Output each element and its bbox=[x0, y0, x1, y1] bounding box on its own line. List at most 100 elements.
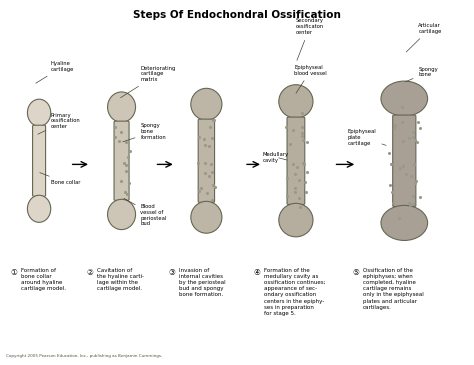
Point bbox=[302, 189, 310, 195]
Point bbox=[196, 188, 203, 194]
Point bbox=[291, 171, 299, 177]
Point bbox=[399, 119, 406, 125]
Point bbox=[198, 185, 205, 191]
Point bbox=[415, 119, 422, 125]
Text: Steps Of Endochondral Ossification: Steps Of Endochondral Ossification bbox=[133, 11, 341, 20]
Point bbox=[392, 123, 399, 128]
Point bbox=[126, 148, 133, 154]
Point bbox=[400, 163, 407, 169]
Ellipse shape bbox=[279, 203, 313, 237]
Point bbox=[407, 173, 415, 179]
Point bbox=[410, 130, 417, 135]
Text: Bone collar: Bone collar bbox=[40, 173, 81, 185]
Point bbox=[201, 161, 209, 166]
Point bbox=[122, 162, 130, 168]
Point bbox=[116, 138, 123, 143]
Text: Copyright 2005 Pearson Education, Inc., publishing as Benjamin Cummings.: Copyright 2005 Pearson Education, Inc., … bbox=[6, 354, 163, 358]
FancyBboxPatch shape bbox=[114, 121, 129, 200]
Point bbox=[410, 134, 417, 140]
Point bbox=[411, 180, 419, 185]
Point bbox=[209, 181, 216, 187]
Point bbox=[388, 189, 396, 195]
Text: Spongy
bone
formation: Spongy bone formation bbox=[123, 123, 166, 142]
Text: ②: ② bbox=[86, 268, 93, 277]
Point bbox=[125, 180, 133, 186]
Point bbox=[409, 201, 417, 207]
Point bbox=[120, 160, 128, 166]
Text: ④: ④ bbox=[254, 268, 260, 277]
Text: Articular
cartilage: Articular cartilage bbox=[406, 23, 442, 52]
Text: Secondary
ossificaton
center: Secondary ossificaton center bbox=[296, 19, 324, 60]
Point bbox=[210, 117, 217, 123]
Point bbox=[195, 134, 202, 139]
Ellipse shape bbox=[108, 199, 136, 230]
Ellipse shape bbox=[381, 81, 428, 116]
Point bbox=[295, 195, 303, 201]
Point bbox=[204, 190, 211, 196]
Point bbox=[396, 215, 403, 221]
Ellipse shape bbox=[381, 205, 428, 241]
Point bbox=[289, 161, 297, 167]
Point bbox=[291, 185, 299, 191]
Ellipse shape bbox=[27, 195, 51, 222]
Point bbox=[412, 178, 420, 184]
Point bbox=[409, 193, 417, 199]
Point bbox=[399, 104, 406, 110]
Point bbox=[208, 135, 215, 141]
Point bbox=[209, 169, 216, 175]
Point bbox=[201, 170, 209, 176]
Ellipse shape bbox=[191, 201, 222, 233]
FancyBboxPatch shape bbox=[392, 115, 416, 207]
Point bbox=[411, 137, 419, 143]
Point bbox=[298, 130, 306, 135]
Text: ①: ① bbox=[11, 268, 18, 277]
Point bbox=[208, 197, 216, 203]
Point bbox=[293, 164, 301, 170]
FancyBboxPatch shape bbox=[198, 119, 215, 203]
Point bbox=[289, 127, 296, 133]
Point bbox=[206, 124, 214, 130]
Point bbox=[416, 124, 424, 130]
Point bbox=[413, 139, 421, 145]
Point bbox=[122, 139, 130, 145]
Text: Epiphyseal
blood vessel: Epiphyseal blood vessel bbox=[294, 65, 327, 93]
Point bbox=[300, 161, 308, 167]
Text: Spongy
bone: Spongy bone bbox=[405, 67, 438, 82]
Ellipse shape bbox=[279, 85, 313, 118]
Point bbox=[405, 135, 413, 141]
Point bbox=[303, 139, 310, 145]
Point bbox=[416, 194, 424, 200]
Ellipse shape bbox=[108, 92, 136, 122]
Text: Blood
vessel of
periosteal
bud: Blood vessel of periosteal bud bbox=[124, 198, 167, 226]
Point bbox=[282, 124, 290, 130]
Point bbox=[301, 179, 309, 185]
Point bbox=[303, 169, 310, 175]
Point bbox=[194, 160, 202, 166]
Text: Epiphyseal
plate
cartilage: Epiphyseal plate cartilage bbox=[348, 129, 386, 146]
Point bbox=[111, 124, 119, 130]
Text: Formation of the
medullary cavity as
ossification continues;
appearance of sec-
: Formation of the medullary cavity as oss… bbox=[264, 268, 325, 316]
Point bbox=[210, 117, 218, 123]
Point bbox=[402, 171, 410, 177]
Text: Primary
ossification
center: Primary ossification center bbox=[38, 113, 81, 134]
Point bbox=[399, 138, 406, 144]
Point bbox=[117, 129, 125, 135]
Text: Invasion of
internal cavities
by the periosteal
bud and spongy
bone formation.: Invasion of internal cavities by the per… bbox=[179, 268, 226, 297]
Point bbox=[389, 200, 397, 205]
Text: Medullary
cavity: Medullary cavity bbox=[263, 152, 289, 162]
Text: Cavitation of
the hyaline carti-
lage within the
cartilage model.: Cavitation of the hyaline carti- lage wi… bbox=[97, 268, 144, 291]
Point bbox=[283, 193, 291, 199]
Text: ⑤: ⑤ bbox=[353, 268, 359, 277]
Point bbox=[284, 176, 292, 181]
Point bbox=[405, 200, 412, 205]
Point bbox=[300, 138, 307, 143]
Point bbox=[407, 203, 414, 208]
Point bbox=[205, 173, 213, 179]
Point bbox=[291, 189, 298, 195]
Point bbox=[298, 133, 306, 139]
Text: Formation of
bone collar
around hyaline
cartilage model.: Formation of bone collar around hyaline … bbox=[21, 268, 66, 291]
Point bbox=[201, 142, 209, 148]
Text: Ossification of the
ephiphyses; when
completed, hyaline
cartilage remains
only i: Ossification of the ephiphyses; when com… bbox=[363, 268, 424, 310]
Point bbox=[391, 125, 398, 131]
Point bbox=[205, 143, 213, 149]
